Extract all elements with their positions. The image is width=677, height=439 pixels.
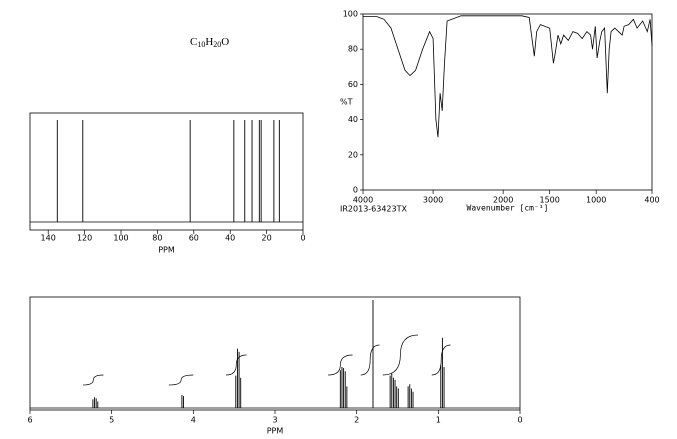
x-tick-label: 140: [41, 234, 56, 243]
integral-curve: [328, 354, 353, 376]
y-tick-label: 40: [348, 115, 358, 124]
y-axis-label: %T: [340, 98, 353, 107]
formula-part: 20: [213, 40, 221, 49]
x-tick-label: 20: [262, 234, 272, 243]
x-axis-label: PPM: [158, 246, 175, 255]
integral-curve: [431, 344, 451, 376]
spectrum-line: [363, 15, 653, 138]
integral-curve: [83, 374, 104, 386]
integral-curve: [382, 334, 418, 376]
x-tick-label: 80: [152, 234, 162, 243]
y-tick-label: 60: [348, 80, 358, 89]
x-axis-label: Wavenumber [cm⁻¹]: [467, 204, 549, 213]
x-tick-label: 1500: [539, 196, 559, 205]
formula-part: H: [205, 36, 213, 48]
x-tick-label: 120: [77, 234, 92, 243]
integral-curve: [225, 354, 247, 376]
y-tick-label: 20: [348, 150, 358, 159]
x-tick-label: 0: [517, 416, 522, 425]
x-tick-label: 400: [644, 196, 659, 205]
x-tick-label: 100: [113, 234, 128, 243]
x-tick-label: 60: [189, 234, 199, 243]
x-tick-label: 4000: [353, 196, 373, 205]
integral-curve: [360, 344, 380, 376]
formula-part: O: [221, 36, 229, 48]
x-tick-label: 1000: [586, 196, 606, 205]
x-tick-label: 2: [354, 416, 359, 425]
y-tick-label: 100: [343, 10, 358, 19]
x-tick-label: 3: [272, 416, 277, 425]
formula: C10H20O: [190, 36, 229, 49]
formula-part: 10: [197, 40, 205, 49]
note: IR2013-63423TX: [340, 205, 408, 214]
x-tick-label: 5: [109, 416, 114, 425]
x-axis-label: PPM: [267, 427, 284, 436]
formula-part: C: [190, 36, 197, 48]
x-tick-label: 3000: [423, 196, 443, 205]
y-tick-label: 80: [348, 45, 358, 54]
y-tick-label: 0: [353, 186, 358, 195]
plot-frame: [29, 296, 521, 411]
plot-frame: [362, 13, 653, 191]
x-tick-label: 40: [225, 234, 235, 243]
x-tick-label: 1: [436, 416, 441, 425]
integral-curve: [168, 374, 194, 386]
x-tick-label: 4: [191, 416, 196, 425]
x-tick-label: 0: [300, 234, 305, 243]
x-tick-label: 2000: [493, 196, 513, 205]
plot-frame: [29, 112, 304, 231]
x-tick-label: 6: [27, 416, 32, 425]
